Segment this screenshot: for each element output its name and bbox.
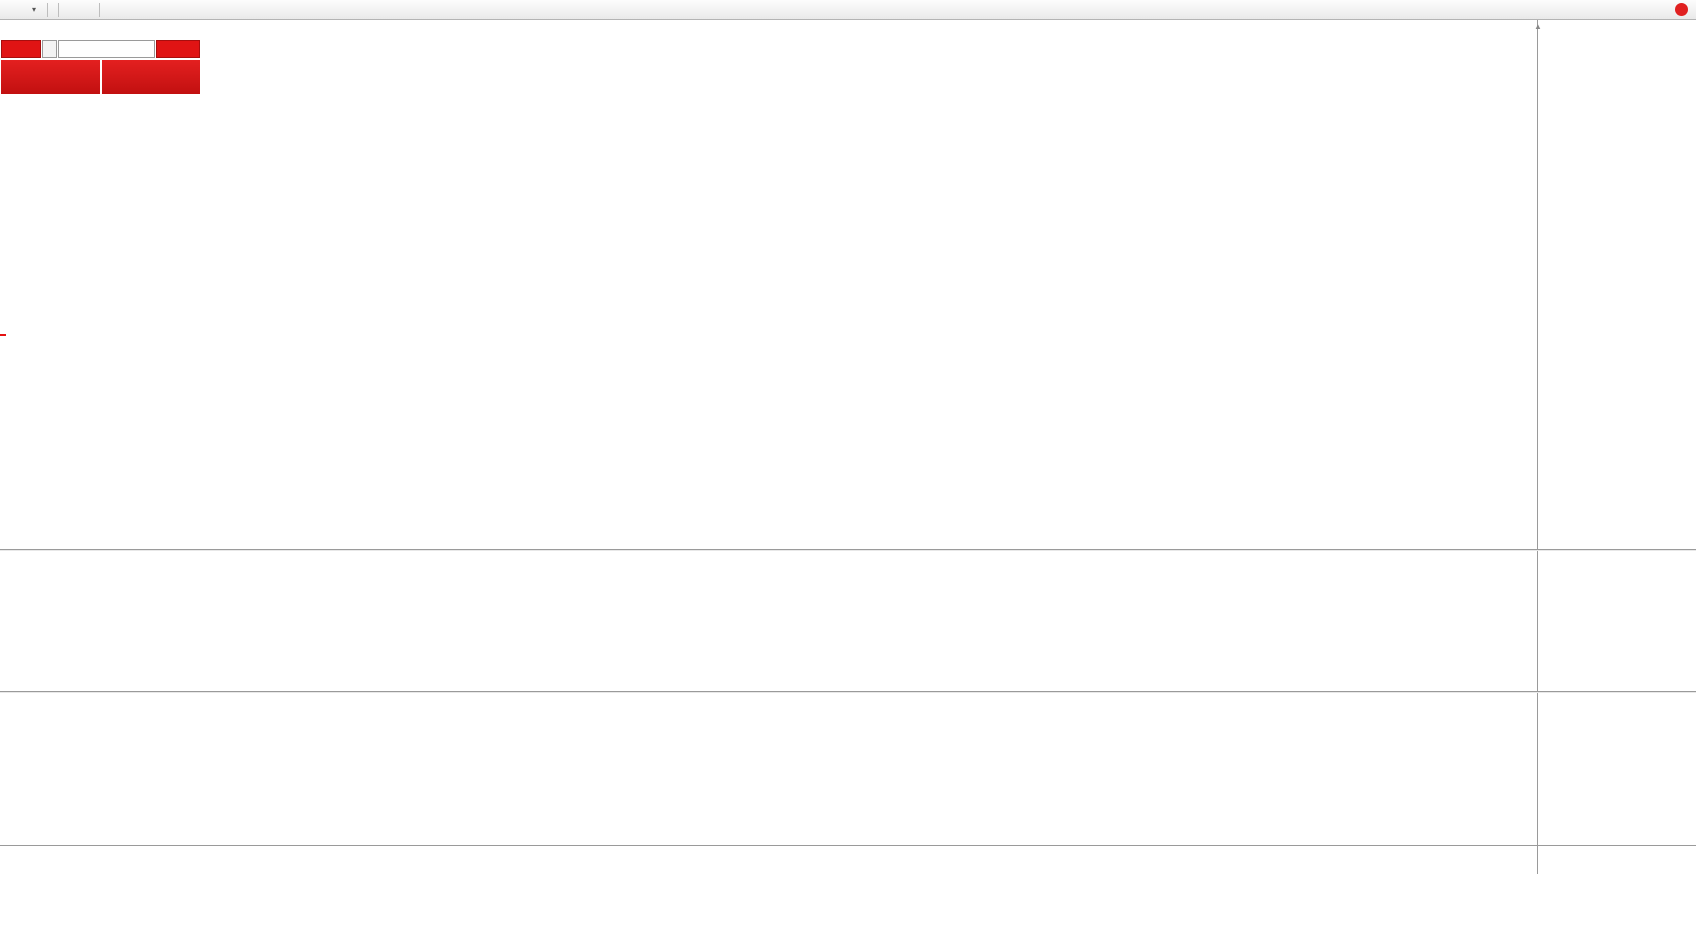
chevron-down-icon: ▾ bbox=[32, 5, 37, 14]
buy-button[interactable] bbox=[156, 40, 200, 58]
sell-price-button[interactable] bbox=[1, 60, 100, 94]
macd-indicator-panel bbox=[0, 551, 1696, 691]
notification-badge[interactable] bbox=[1675, 3, 1688, 16]
macd-title bbox=[4, 554, 14, 565]
toolbar: ▾ bbox=[0, 0, 1696, 20]
one-click-trading-panel bbox=[1, 40, 200, 94]
rsi-indicator-panel bbox=[0, 693, 1696, 845]
buy-price-button[interactable] bbox=[101, 60, 200, 94]
toolbar-separator bbox=[99, 2, 101, 17]
volume-stepper[interactable] bbox=[42, 40, 57, 58]
sell-button[interactable] bbox=[1, 40, 41, 58]
toolbar-separator bbox=[47, 2, 49, 17]
new-order-button[interactable]: ▾ bbox=[5, 1, 42, 19]
price-chart-panel bbox=[0, 20, 1696, 549]
rsi-title bbox=[4, 696, 9, 707]
candlestick-chart-canvas[interactable] bbox=[0, 20, 1536, 549]
toolbar-separator bbox=[58, 2, 60, 17]
new-order-icon bbox=[11, 2, 26, 17]
search-icon[interactable] bbox=[1655, 2, 1670, 17]
left-edge-price-label bbox=[0, 334, 6, 336]
panel-splitter[interactable] bbox=[0, 549, 1696, 551]
scroll-top-marker: ▲ bbox=[1534, 22, 1542, 31]
time-axis[interactable] bbox=[0, 845, 1696, 875]
panel-splitter[interactable] bbox=[0, 691, 1696, 693]
price-axis-border bbox=[1537, 20, 1538, 874]
rsi-chart-canvas[interactable] bbox=[0, 693, 1536, 845]
symbol-ohlc-info bbox=[5, 27, 25, 39]
autotrading-icon bbox=[70, 2, 85, 17]
volume-input[interactable] bbox=[58, 40, 155, 58]
macd-chart-canvas[interactable] bbox=[0, 551, 1536, 691]
autotrading-button[interactable] bbox=[64, 1, 94, 19]
